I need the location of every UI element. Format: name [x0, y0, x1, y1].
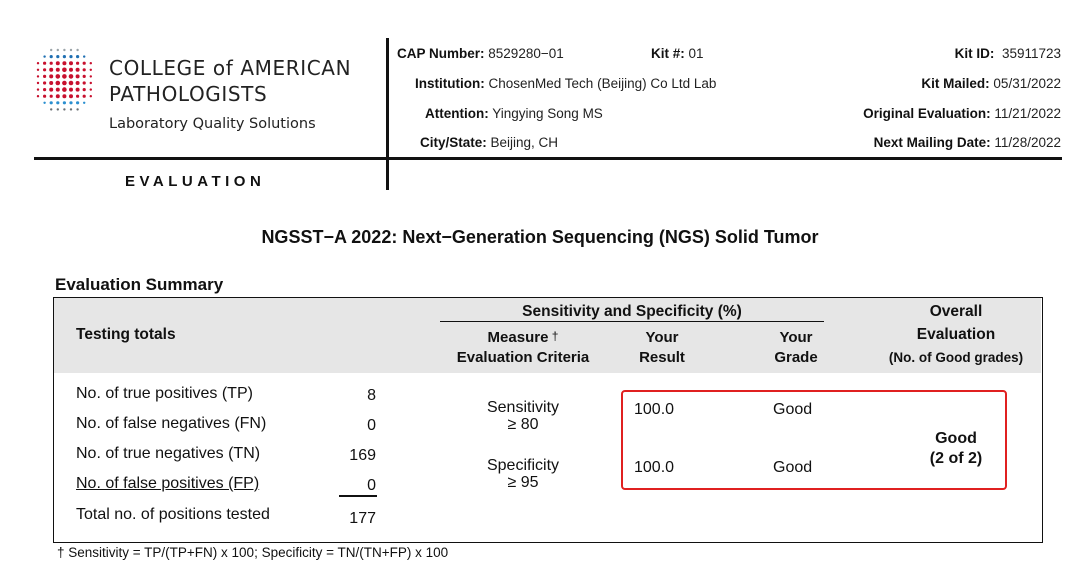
footnote: † Sensitivity = TP/(TP+FN) x 100; Specif…: [57, 545, 449, 560]
totals-label: Total no. of positions tested: [76, 506, 270, 523]
totals-label: No. of false negatives (FN): [76, 415, 267, 432]
header-sens-spec: Sensitivity and Specificity (%): [440, 303, 824, 322]
cap-number-label: CAP Number:: [397, 46, 485, 61]
next-mailing-value: 11/28/2022: [994, 135, 1061, 150]
header-your-result-1: Your: [645, 329, 679, 346]
measure-grade: Good: [773, 401, 813, 418]
table-header-band: [54, 298, 1041, 373]
kit-mailed: Kit Mailed: 05/31/2022: [921, 76, 1061, 91]
header-overall-1: Overall: [929, 303, 983, 320]
measure-result: 100.0: [634, 401, 675, 418]
kit-number-value: 01: [688, 46, 704, 61]
original-evaluation-label: Original Evaluation:: [863, 106, 991, 121]
brand-name-line2: PATHOLOGISTS: [109, 82, 268, 106]
city-state-label: City/State:: [420, 135, 487, 150]
header-divider: [34, 157, 1062, 160]
header-measure: Measure †: [440, 329, 606, 346]
totals-value: 177: [349, 510, 376, 527]
header-evaluation-criteria: Evaluation Criteria: [456, 349, 590, 366]
cap-logo-icon: [36, 48, 92, 111]
header-your-grade-2: Grade: [774, 349, 818, 366]
measure-criteria: ≥ 95: [507, 474, 539, 491]
totals-value: 8: [367, 387, 376, 404]
evaluation-summary-table: [53, 297, 1043, 543]
kit-id-label: Kit ID:: [954, 46, 995, 61]
next-mailing-date: Next Mailing Date: 11/28/2022: [874, 135, 1061, 150]
attention: Attention: Yingying Song MS: [425, 106, 603, 121]
header-vertical-divider: [386, 38, 389, 190]
sum-underline: [339, 495, 377, 497]
totals-label: No. of false positives (FP): [76, 475, 260, 492]
overall-count: (2 of 2): [929, 450, 983, 467]
measure-grade: Good: [773, 459, 813, 476]
attention-value: Yingying Song MS: [492, 106, 603, 121]
highlight-box: [621, 390, 1007, 490]
institution-label: Institution:: [415, 76, 485, 91]
header-your-result-2: Result: [639, 349, 685, 366]
kit-number-label: Kit #:: [651, 46, 685, 61]
brand-tagline: Laboratory Quality Solutions: [109, 116, 316, 132]
cap-number-value: 8529280−01: [488, 46, 564, 61]
kit-mailed-label: Kit Mailed:: [921, 76, 990, 91]
next-mailing-label: Next Mailing Date:: [873, 135, 991, 150]
dagger-mark: †: [551, 329, 559, 343]
totals-value: 0: [367, 477, 376, 494]
header-testing-totals: Testing totals: [76, 326, 176, 343]
totals-label: No. of true negatives (TN): [76, 445, 261, 462]
kit-id: Kit ID: 35911723: [955, 46, 1061, 61]
header-overall-2: Evaluation: [916, 326, 996, 343]
measure-name: Specificity: [486, 457, 560, 474]
measure-name: Sensitivity: [486, 399, 560, 416]
section-label: EVALUATION: [125, 173, 266, 190]
header-measure-label: Measure: [487, 329, 549, 346]
evaluation-summary-heading: Evaluation Summary: [55, 275, 224, 294]
header-your-grade-1: Your: [779, 329, 813, 346]
cap-number: CAP Number: 8529280−01: [397, 46, 564, 61]
header-overall-3: (No. of Good grades): [888, 350, 1024, 365]
city-state: City/State: Beijing, CH: [420, 135, 558, 150]
original-evaluation-value: 11/21/2022: [994, 106, 1061, 121]
original-evaluation: Original Evaluation: 11/21/2022: [863, 106, 1061, 121]
kit-number: Kit #: 01: [651, 46, 704, 61]
measure-criteria: ≥ 80: [507, 416, 539, 433]
measure-result: 100.0: [634, 459, 675, 476]
totals-value: 0: [367, 417, 376, 434]
report-title: NGSST−A 2022: Next−Generation Sequencing…: [261, 227, 819, 247]
attention-label: Attention:: [425, 106, 489, 121]
city-state-value: Beijing, CH: [490, 135, 559, 150]
institution: Institution: ChosenMed Tech (Beijing) Co…: [415, 76, 716, 91]
institution-value: ChosenMed Tech (Beijing) Co Ltd Lab: [488, 76, 717, 91]
kit-mailed-value: 05/31/2022: [993, 76, 1061, 91]
kit-id-value: 35911723: [1001, 46, 1061, 61]
totals-label: No. of true positives (TP): [76, 385, 253, 402]
brand-name-line1: COLLEGE of AMERICAN: [109, 56, 352, 80]
totals-value: 169: [349, 447, 376, 464]
overall-grade: Good: [935, 430, 977, 447]
